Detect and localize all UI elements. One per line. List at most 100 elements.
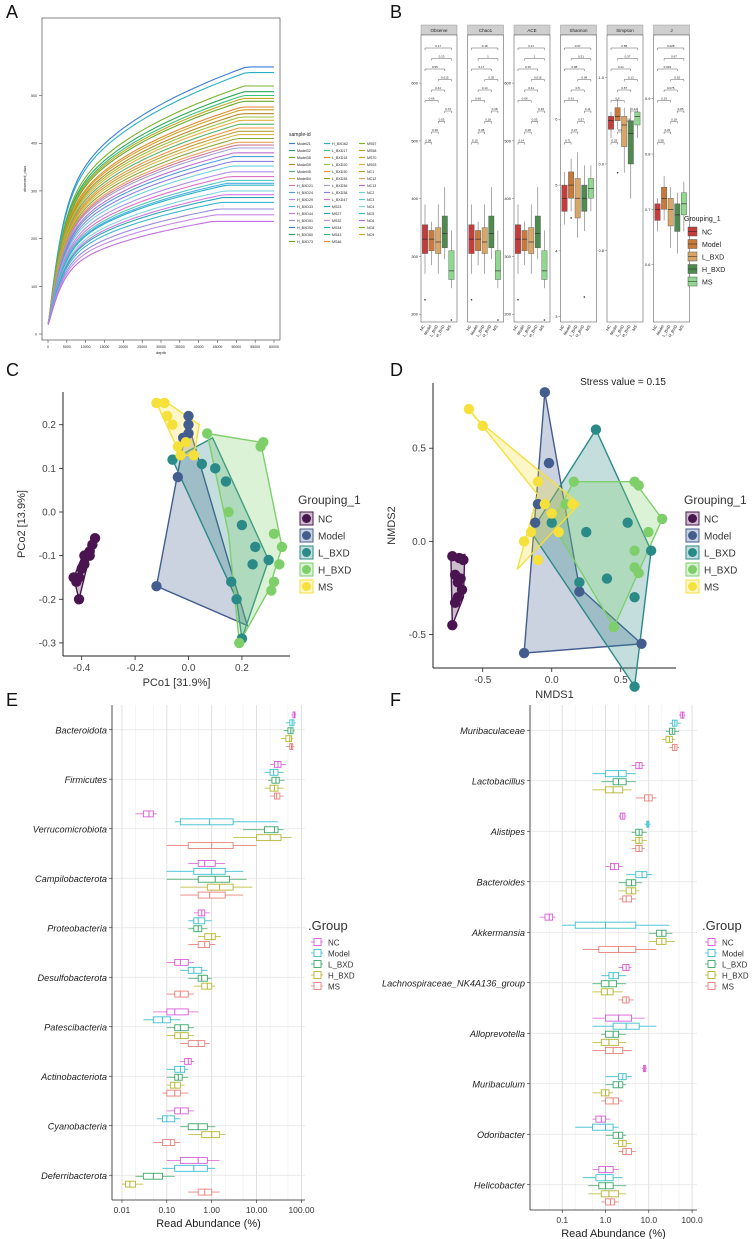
- nmds-chart-point-h_bxd: [633, 480, 644, 491]
- nmds-chart-point-l_bxd: [629, 681, 640, 692]
- p-value-label: 0.16: [625, 117, 631, 121]
- box-ms: [495, 250, 501, 280]
- facet-xtick-label: MS: [584, 324, 591, 332]
- pcoa-chart-point-model: [151, 580, 162, 592]
- p-value-label: 0.075: [667, 86, 675, 90]
- genus-abundance-chart-xtick-label: 1.0: [600, 1215, 612, 1225]
- phylum-abundance-chart-legend-label: H_BXD: [328, 972, 355, 981]
- box-l_bxd: [435, 227, 442, 254]
- phylum-abundance-chart-legend-label: L_BXD: [328, 961, 354, 970]
- box-h_bxd: [627, 120, 634, 165]
- significance-bracket: [471, 100, 485, 103]
- pcoa-chart-legend-key-dot: [302, 514, 311, 523]
- rarefaction-xtick-label: 60000: [269, 345, 279, 349]
- nmds-chart-point-l_bxd: [546, 517, 557, 528]
- facet-ytick-label: 500: [504, 138, 511, 143]
- p-value-label: 0.55: [432, 65, 438, 69]
- genus-abundance-chart-category-label: Alloprevotella: [469, 1029, 525, 1039]
- pcoa-chart-hull-l_bxd: [171, 436, 270, 639]
- pcoa-chart-legend-key-dot: [302, 548, 311, 557]
- facet-xtick-label: L_BXD: [428, 324, 439, 338]
- p-value-label: 0.15: [525, 65, 531, 69]
- significance-bracket: [564, 68, 585, 71]
- rarefaction-legend-label: H_BXD24: [297, 191, 313, 195]
- nmds-chart-point-l_bxd: [645, 545, 657, 556]
- significance-bracket: [663, 58, 685, 61]
- facet-xtick-label: Model: [655, 324, 665, 336]
- rarefaction-xtick-label: 0: [47, 345, 49, 349]
- rarefaction-xtick-label: 5000: [63, 345, 71, 349]
- pcoa-chart-ytick-label: -0.2: [39, 595, 57, 606]
- facet-xtick-label: NC: [419, 324, 426, 332]
- rarefaction-legend-label: L_BXD38: [332, 191, 347, 195]
- panel-label-c: C: [6, 360, 19, 380]
- significance-bracket: [491, 110, 499, 113]
- pcoa-chart-point-nc: [73, 594, 85, 605]
- facet-xtick-label: L_BXD: [661, 324, 672, 338]
- nmds-chart-point-nc: [458, 554, 469, 566]
- pcoa-chart-ytick-label: -0.3: [39, 638, 57, 649]
- phylum-abundance-chart-box-nc: [197, 859, 216, 867]
- rarefaction-legend-label: NC1: [367, 170, 374, 174]
- p-value-label: 0.14: [518, 138, 524, 142]
- rarefaction-legend-label: L_BXD18: [332, 156, 347, 160]
- genus-abundance-chart-box-ms: [622, 1147, 633, 1155]
- rarefaction-legend-label: L_BXD35: [332, 177, 347, 181]
- p-value-label: 0.17: [435, 44, 441, 48]
- rarefaction-legend-label: Model54: [297, 177, 311, 181]
- genus-abundance-chart-box-model: [595, 1174, 614, 1182]
- facet-ytick-label: 200: [411, 312, 418, 317]
- nmds-chart-point-ms: [463, 403, 475, 415]
- rarefaction-legend-label: NC3: [367, 198, 374, 202]
- nmds-chart-point-l_bxd: [590, 424, 602, 435]
- significance-bracket: [657, 47, 685, 50]
- genus-abundance-chart-box-h_bxd: [655, 937, 667, 945]
- rarefaction-legend-label: MS23: [332, 205, 341, 209]
- box-outlier: [450, 319, 453, 321]
- pcoa-chart-point-ms: [161, 410, 173, 422]
- significance-bracket: [537, 110, 545, 113]
- alpha-legend-label: MS: [702, 280, 713, 287]
- phylum-abundance-chart-box-model: [152, 1016, 171, 1024]
- phylum-abundance-chart-box-model: [174, 1164, 208, 1172]
- facet-plot-area: [653, 34, 690, 323]
- nmds-chart: -0.5 0.0 0.5 -0.5 0.0 0.5 NMDS1 NMDS2 Stress val…: [386, 377, 747, 701]
- pcoa-chart-point-l_bxd: [220, 476, 232, 487]
- phylum-abundance-chart-legend-key: [313, 960, 322, 968]
- pcoa-chart-legend-key-dot: [302, 531, 311, 540]
- rarefaction-curve: [47, 220, 274, 325]
- phylum-abundance-chart-box-h_bxd: [285, 735, 292, 743]
- pcoa-chart-point-l_bxd: [196, 458, 208, 470]
- box-outlier: [616, 171, 619, 174]
- phylum-abundance-chart-box-l_bxd: [264, 826, 279, 834]
- p-value-label: 0.55: [532, 117, 538, 121]
- facet-ytick-label: 1.0: [598, 75, 604, 80]
- significance-bracket: [517, 100, 532, 103]
- phylum-abundance-chart-box-h_bxd: [125, 1180, 136, 1188]
- nmds-chart-point-ms: [477, 420, 488, 432]
- rarefaction-xtick-label: 55000: [250, 345, 260, 349]
- facet-xtick-label: NC: [512, 324, 519, 332]
- pcoa-chart-point-model: [183, 419, 194, 430]
- significance-bracket: [444, 110, 452, 113]
- p-value-label: 0.35: [488, 75, 494, 79]
- rarefaction-ytick-label: 0: [35, 333, 37, 337]
- genus-abundance-chart-box-model: [608, 972, 619, 980]
- alpha-legend-label: NC: [702, 230, 712, 237]
- rarefaction-legend-label: NC13: [367, 184, 376, 188]
- p-value-label: 0.37: [625, 54, 631, 58]
- pcoa-chart-legend-title: Grouping_1: [298, 493, 361, 507]
- rarefaction-legend-label: Model21: [297, 142, 311, 146]
- p-value-label: 0.66: [475, 96, 481, 100]
- pcoa-chart-point-h_bxd: [255, 441, 266, 452]
- p-value-label: 0.17: [528, 44, 534, 48]
- significance-bracket: [670, 121, 678, 124]
- facet-title: J: [670, 28, 672, 33]
- pcoa-chart-point-ms: [180, 436, 192, 448]
- genus-abundance-chart-box-model: [635, 871, 648, 879]
- phylum-abundance-chart-box-ms: [187, 1040, 206, 1047]
- alpha-legend-label: L_BXD: [702, 255, 724, 262]
- facet-title: Simpson: [616, 28, 634, 33]
- facet-plot-area: [606, 34, 644, 323]
